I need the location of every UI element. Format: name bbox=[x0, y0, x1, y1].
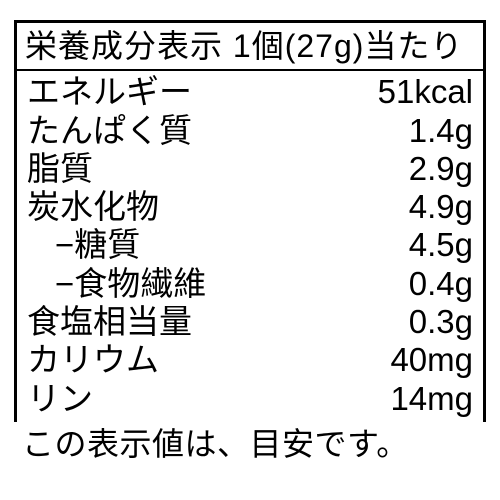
nutrition-row: 炭水化物 4.9g bbox=[27, 188, 473, 226]
nutrition-value: 0.3g bbox=[409, 303, 473, 341]
nutrition-label: −食物繊維 bbox=[27, 265, 206, 303]
nutrition-label: 食塩相当量 bbox=[27, 303, 192, 341]
nutrition-row: 脂質 2.9g bbox=[27, 150, 473, 188]
nutrition-row: エネルギー 51kcal bbox=[27, 73, 473, 111]
nutrition-value: 14mg bbox=[390, 380, 473, 418]
nutrition-row: たんぱく質 1.4g bbox=[27, 112, 473, 150]
nutrition-row: −食物繊維 0.4g bbox=[27, 265, 473, 303]
panel-footer-note: この表示値は、目安です。 bbox=[14, 422, 486, 464]
nutrition-value: 40mg bbox=[390, 341, 473, 379]
nutrition-value: 0.4g bbox=[409, 265, 473, 303]
nutrition-label: エネルギー bbox=[27, 73, 192, 111]
nutrition-value: 4.5g bbox=[409, 226, 473, 264]
nutrition-label: リン bbox=[27, 380, 93, 418]
nutrition-facts-panel-container: 栄養成分表示 1個(27g)当たり エネルギー51kcalたんぱく質1.4g脂質… bbox=[0, 0, 500, 500]
nutrition-row: カリウム 40mg bbox=[27, 341, 473, 379]
nutrition-label: −糖質 bbox=[27, 226, 140, 264]
nutrition-value: 51kcal bbox=[378, 73, 473, 111]
nutrition-label: カリウム bbox=[27, 341, 159, 379]
nutrition-rows: エネルギー 51kcal たんぱく質 1.4g 脂質 2.9g 炭水化物 4.9g −糖質 4.5… bbox=[17, 71, 483, 421]
nutrition-row: 食塩相当量 0.3g bbox=[27, 303, 473, 341]
nutrition-label: 炭水化物 bbox=[27, 188, 159, 226]
nutrition-value: 2.9g bbox=[409, 150, 473, 188]
nutrition-label: たんぱく質 bbox=[27, 112, 192, 150]
nutrition-value: 1.4g bbox=[409, 112, 473, 150]
nutrition-value: 4.9g bbox=[409, 188, 473, 226]
nutrition-row: リン 14mg bbox=[27, 380, 473, 418]
nutrition-facts-panel: 栄養成分表示 1個(27g)当たり エネルギー51kcalたんぱく質1.4g脂質… bbox=[14, 20, 486, 422]
panel-header: 栄養成分表示 1個(27g)当たり bbox=[17, 23, 483, 71]
nutrition-label: 脂質 bbox=[27, 150, 93, 188]
nutrition-row: −糖質 4.5g bbox=[27, 226, 473, 264]
